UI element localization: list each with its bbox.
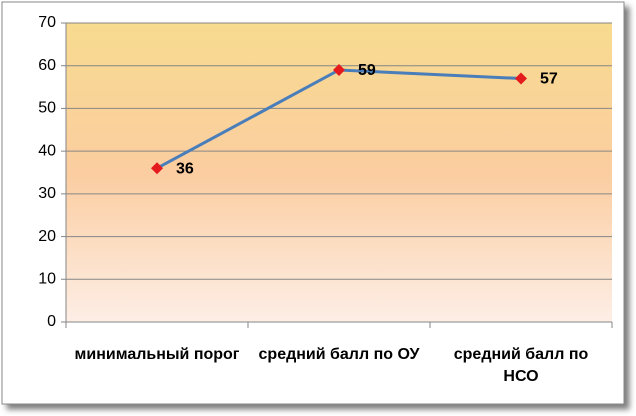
y-tick-label: 30 xyxy=(38,185,56,202)
data-label: 36 xyxy=(176,160,194,177)
y-tick-label: 40 xyxy=(38,142,56,159)
y-tick-label: 0 xyxy=(47,313,56,330)
data-label: 59 xyxy=(358,62,376,79)
data-marker xyxy=(333,63,345,76)
data-marker xyxy=(151,162,163,175)
data-label: 57 xyxy=(540,71,558,88)
y-tick-label: 10 xyxy=(38,271,56,288)
x-tick-label: средний балл по НСО xyxy=(453,346,589,385)
y-tick-label: 70 xyxy=(38,14,56,31)
x-tick-label: средний балл по ОУ xyxy=(258,346,420,363)
data-marker xyxy=(515,72,527,85)
y-tick-label: 50 xyxy=(38,100,56,117)
y-tick-label: 60 xyxy=(38,57,56,74)
x-tick-label: минимальный порог xyxy=(74,346,240,363)
y-tick-label: 20 xyxy=(38,228,56,245)
